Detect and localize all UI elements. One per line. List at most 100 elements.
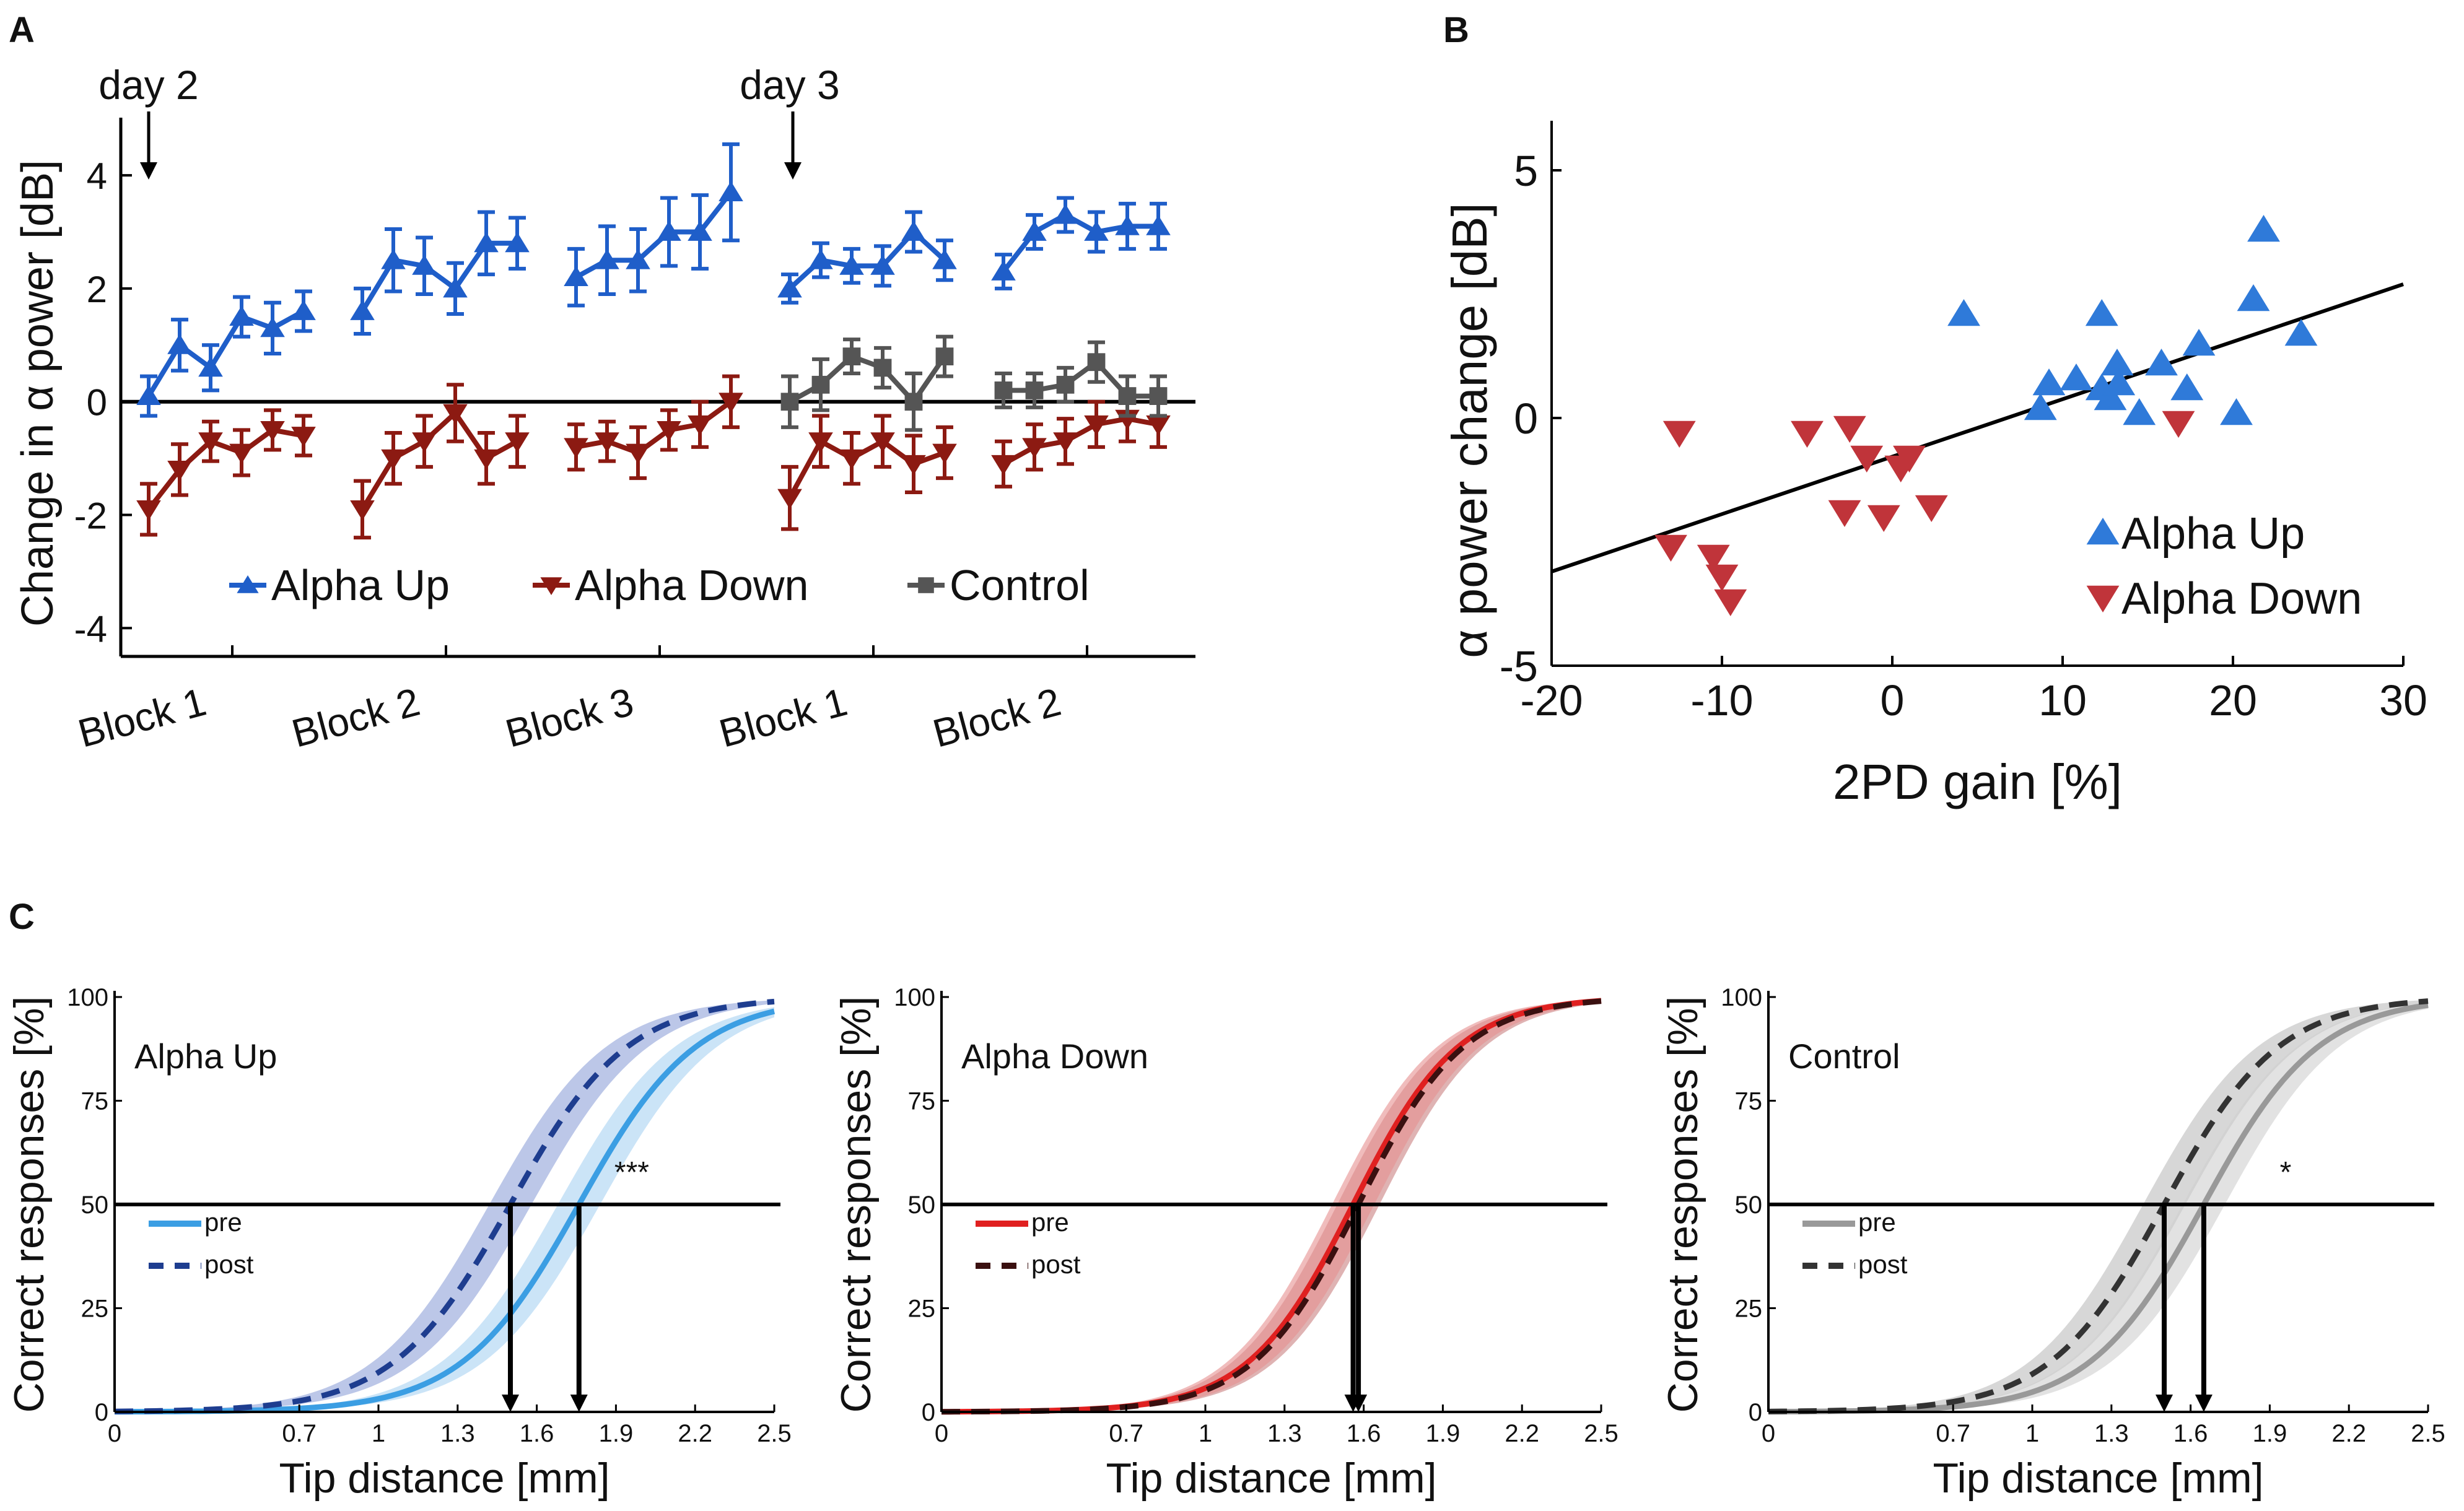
a-data-point <box>626 249 650 269</box>
c-threshold-arrowhead <box>502 1395 519 1412</box>
a-day2-annotation: day 2 <box>98 62 198 108</box>
c-y-tick-label: 25 <box>908 1295 936 1323</box>
a-data-point <box>808 432 833 453</box>
b-data-point <box>2102 368 2136 396</box>
b-x-tick-label: 30 <box>2379 676 2427 725</box>
b-series-alpha-down <box>1654 411 2195 616</box>
b-data-point <box>2123 398 2156 425</box>
b-data-point <box>1915 495 1948 522</box>
a-data-point <box>932 249 957 269</box>
a-y-tick-label: -2 <box>74 495 107 537</box>
b-data-point <box>1850 445 1884 472</box>
a-data-point <box>1084 415 1109 436</box>
b-data-point <box>1697 544 1730 572</box>
a-data-point <box>1056 375 1075 394</box>
a-data-point <box>350 500 375 521</box>
c-significance-marker: *** <box>614 1156 649 1189</box>
c-x-tick-label: 1.6 <box>2173 1420 2208 1447</box>
panel-label-c: C <box>9 897 35 937</box>
a-data-point <box>1115 215 1140 235</box>
a-data-point <box>198 432 223 453</box>
b-data-point <box>2085 299 2118 326</box>
a-data-point <box>291 300 316 320</box>
a-data-point <box>381 449 406 470</box>
c-x-axis-label: Tip distance [mm] <box>1106 1455 1436 1502</box>
c-x-axis-label: Tip distance [mm] <box>1933 1455 2263 1502</box>
c-panel-title: Alpha Down <box>961 1037 1148 1076</box>
a-data-point <box>901 455 926 476</box>
a-day3-annotation: day 3 <box>740 62 839 108</box>
a-data-point <box>167 334 192 354</box>
b-data-point <box>1662 420 1696 448</box>
c-x-tick-label: 1.6 <box>520 1420 554 1447</box>
c-panel-control: 0 25 50 75 100 0 0.7 1 1.3 1.6 1.9 2.2 2.5 Tip distan… <box>1659 984 2445 1502</box>
c-x-tick-label: 1.3 <box>1267 1420 1302 1447</box>
c-x-tick-label: 1.3 <box>2094 1420 2129 1447</box>
c-x-tick-label: 0 <box>1762 1420 1775 1447</box>
a-data-point <box>839 449 864 470</box>
c-confidence-band <box>941 999 1601 1412</box>
b-data-point <box>2162 411 2195 438</box>
c-x-tick-label: 1 <box>2025 1420 2039 1447</box>
a-series-control <box>780 334 1168 432</box>
a-data-point <box>808 249 833 269</box>
b-data-point <box>2182 329 2216 356</box>
c-legend-label: post <box>1031 1250 1081 1279</box>
c-y-axis-label: Correct responses [%] <box>1659 996 1706 1413</box>
a-data-point <box>657 220 681 241</box>
a-data-point <box>1087 353 1106 372</box>
b-data-point <box>2170 373 2204 401</box>
a-data-point <box>595 432 619 453</box>
a-data-point <box>688 220 712 241</box>
c-y-tick-label: 25 <box>81 1295 109 1323</box>
a-legend-marker <box>237 575 259 593</box>
a-data-point <box>474 232 499 253</box>
c-confidence-band <box>115 1007 774 1412</box>
a-day2-arrowhead <box>140 162 157 180</box>
a-data-point <box>198 356 223 377</box>
b-fit-line <box>1551 282 2404 573</box>
b-data-point <box>2284 319 2318 346</box>
c-y-tick-label: 50 <box>81 1191 109 1219</box>
c-x-tick-label: 2.5 <box>1584 1420 1619 1447</box>
a-y-tick-label: 0 <box>87 382 107 424</box>
a-data-point <box>719 181 743 201</box>
a-data-point <box>991 455 1016 476</box>
a-data-point <box>904 393 923 411</box>
c-curve-post <box>114 998 775 1414</box>
c-x-tick-label: 1.3 <box>440 1420 475 1447</box>
b-data-point <box>2247 215 2280 242</box>
a-data-point <box>412 432 437 453</box>
a-data-point <box>780 393 799 411</box>
a-data-point <box>1149 387 1168 405</box>
c-significance-marker: * <box>2280 1156 2292 1189</box>
b-y-tick-label: 0 <box>1514 394 1538 443</box>
b-x-tick-label: 10 <box>2038 676 2087 725</box>
a-data-point <box>136 385 161 405</box>
c-y-tick-label: 75 <box>908 1088 936 1115</box>
a-data-point <box>443 277 468 298</box>
a-legend-label: Alpha Up <box>271 561 450 609</box>
a-data-point <box>595 249 619 269</box>
a-data-point <box>657 421 681 442</box>
c-legend-label: pre <box>204 1208 242 1237</box>
c-threshold-arrowhead <box>1350 1395 1368 1412</box>
c-x-tick-label: 1.9 <box>599 1420 634 1447</box>
b-legend-marker <box>2086 585 2120 612</box>
b-data-point <box>2032 368 2066 396</box>
a-data-point <box>1146 415 1171 436</box>
a-data-point <box>564 266 588 287</box>
c-panel-title: Alpha Up <box>134 1037 277 1076</box>
a-data-point <box>1022 220 1047 241</box>
b-data-point <box>1833 416 1866 443</box>
c-x-tick-label: 0.7 <box>282 1420 317 1447</box>
b-data-point <box>2100 349 2134 376</box>
a-data-point <box>688 415 712 436</box>
a-data-point <box>1025 381 1044 399</box>
b-x-tick-label: 20 <box>2209 676 2257 725</box>
c-x-axis-label: Tip distance [mm] <box>279 1455 609 1502</box>
c-y-tick-label: 100 <box>67 984 108 1011</box>
c-legend-label: pre <box>1031 1208 1069 1237</box>
